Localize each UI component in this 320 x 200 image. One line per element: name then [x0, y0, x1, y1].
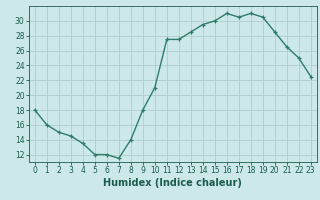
X-axis label: Humidex (Indice chaleur): Humidex (Indice chaleur) — [103, 178, 242, 188]
